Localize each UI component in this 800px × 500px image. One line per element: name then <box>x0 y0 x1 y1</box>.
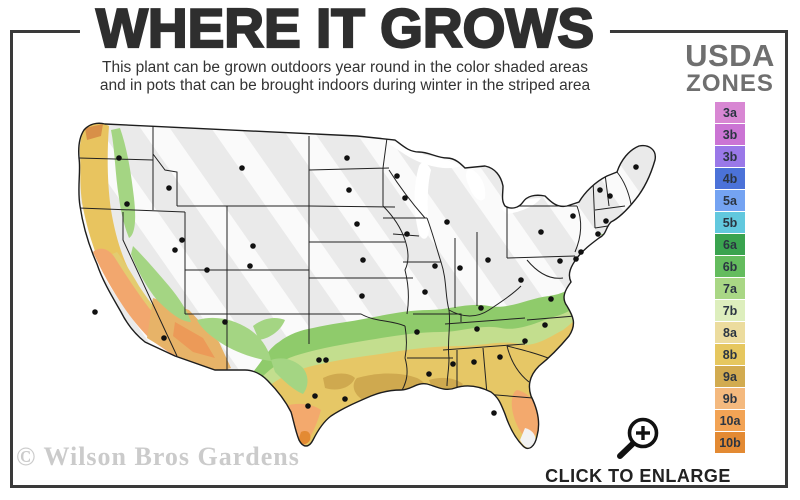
zone-swatch-9b: 9b <box>715 388 745 409</box>
legend-title-zones: ZONES <box>686 70 774 97</box>
lake-ontario <box>551 189 581 199</box>
green-az-nm-highlands <box>197 317 271 361</box>
zone-patch-orange-florida <box>511 390 541 440</box>
zone-patch-deeporange-texas-tip <box>299 430 311 445</box>
click-to-enlarge-label: CLICK TO ENLARGE <box>545 466 731 486</box>
zone-swatch-3a: 3a <box>715 102 745 123</box>
subtitle-line-2: and in pots that can be brought indoors … <box>99 77 591 95</box>
zone-swatch-8a: 8a <box>715 322 745 343</box>
page-title: WHERE IT GROWS <box>95 0 595 59</box>
zone-swatch-3b: 3b <box>715 146 745 167</box>
usa-map-svg <box>78 122 656 450</box>
zone-swatch-5b: 5b <box>715 212 745 233</box>
az-orange-core <box>173 322 215 358</box>
coast-gold-wa-or <box>79 123 129 270</box>
legend-title-usda: USDA <box>685 38 775 73</box>
us-outline <box>78 122 656 450</box>
south-florida-tip <box>520 428 536 448</box>
zone-swatch-8b: 8b <box>715 344 745 365</box>
green-sierra <box>131 246 191 322</box>
lake-huron <box>466 168 486 201</box>
zone-swatch-7a: 7a <box>715 278 745 299</box>
subtitle-line-1: This plant can be grown outdoors year ro… <box>102 59 588 77</box>
zone-swatch-4b: 4b <box>715 168 745 189</box>
zone-swatch-3b: 3b <box>715 124 745 145</box>
magnifier-plus-icon <box>617 417 659 459</box>
zone-patch-khaki-la <box>353 373 428 405</box>
lake-superior <box>389 140 461 169</box>
subtitle: This plant can be grown outdoors year ro… <box>96 59 594 96</box>
zone-swatch-10a: 10a <box>715 410 745 431</box>
coast-orange-wa-tip <box>85 124 103 140</box>
zone-swatch-9a: 9a <box>715 366 745 387</box>
usa-zone-map <box>57 110 693 468</box>
zone-patch-khaki-tx <box>323 373 355 390</box>
green-nm-tongue <box>253 318 285 340</box>
zone-swatch-list: 3a 3b 3b 4b 5a 5b 6a 6b 7a 7b 8a 8b 9a 9b 10a 10b <box>678 102 782 453</box>
header: WHERE IT GROWS This plant can be grown o… <box>79 0 611 96</box>
watermark: © Wilson Bros Gardens <box>16 442 300 471</box>
lake-michigan <box>414 162 431 239</box>
usda-zones-legend: USDA ZONES 3a 3b 3b 4b 5a 5b 6a 6b 7a 7b 8a 8b 9a 9b 1… <box>678 40 782 454</box>
green-west-texas <box>271 358 308 394</box>
zone-swatch-5a: 5a <box>715 190 745 211</box>
zone-swatch-6a: 6a <box>715 234 745 255</box>
green-cascades <box>111 128 136 238</box>
click-to-enlarge-button[interactable]: CLICK TO ENLARGE <box>538 414 738 487</box>
city-marker-dots <box>92 155 639 416</box>
zone-swatch-10b: 10b <box>715 432 745 453</box>
zone-swatch-6b: 6b <box>715 256 745 277</box>
zone-swatch-7b: 7b <box>715 300 745 321</box>
